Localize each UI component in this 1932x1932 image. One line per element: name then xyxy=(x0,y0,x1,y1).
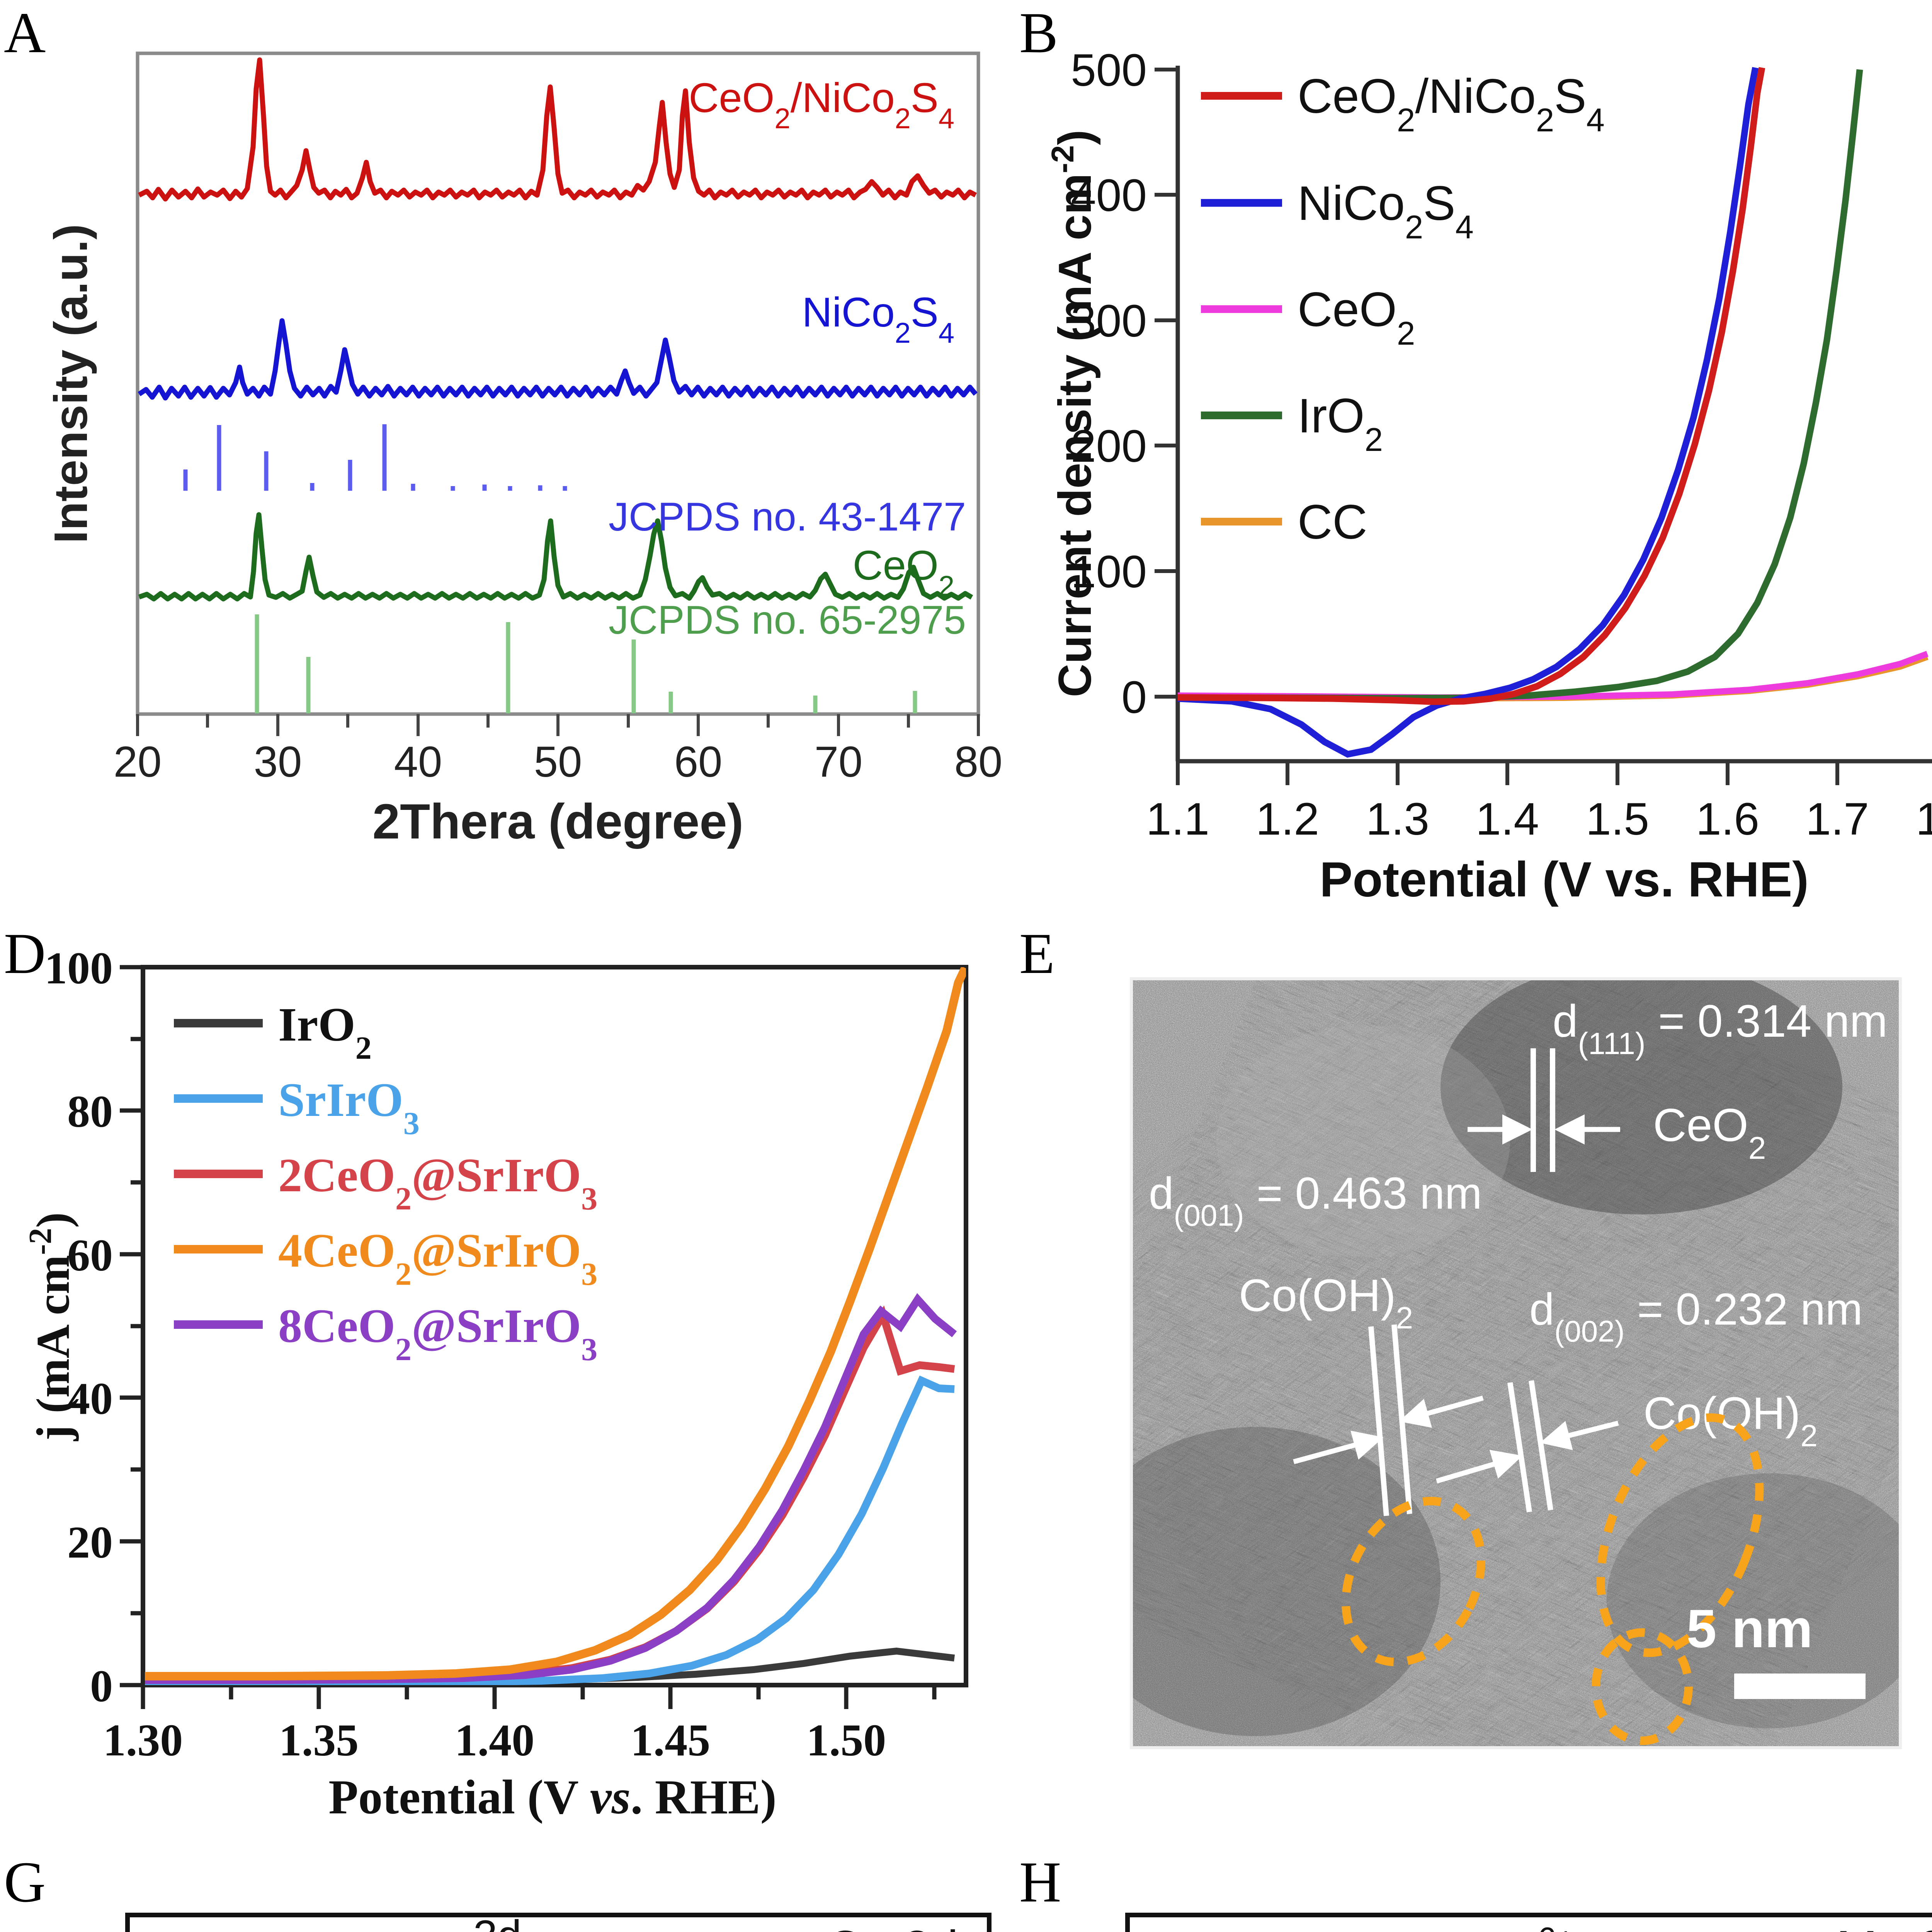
panel-b-xtick-0: 1.1 xyxy=(1146,794,1209,845)
panel-b-legend-label-2: CeO2 xyxy=(1298,283,1415,352)
jcpds-65-2975-ticks xyxy=(255,614,917,713)
panel-d-xlabel: Potential (V vs. RHE) xyxy=(328,1770,777,1824)
panel-b-xtick-6: 1.7 xyxy=(1806,794,1869,845)
panel-a: A xyxy=(0,0,1015,925)
panel-d-xtick-3: 1.45 xyxy=(631,1715,711,1765)
panel-a-xtick-0: 20 xyxy=(114,738,162,786)
panel-b-chart: 0 100 200 300 400 500 1.1 1.2 1.3 1.4 1.… xyxy=(1045,45,1932,907)
panel-b-xtick-2: 1.3 xyxy=(1366,794,1429,845)
panel-e: E xyxy=(1015,925,1932,1849)
panel-d-xtick-1: 1.35 xyxy=(279,1715,359,1765)
trace-b-ceo2-nico2s4 xyxy=(1178,67,1765,705)
trace-nico2s4 xyxy=(138,318,978,401)
panel-d-ytick-2: 40 xyxy=(67,1373,113,1424)
panel-g-letter: G xyxy=(4,1850,46,1914)
trace-b-iro2 xyxy=(1178,69,1863,702)
panel-a-jcpds-2: JCPDS no. 65-2975 xyxy=(609,598,966,643)
panel-h-chart: 240 236 232 228 224 Binding ennergy (eV)… xyxy=(1125,1913,1932,1932)
panel-e-scalebar-label: 5 nm xyxy=(1687,1598,1813,1659)
panel-d: D 0 20 40 60 80 100 xyxy=(0,925,1015,1849)
panel-a-letter: A xyxy=(4,1,46,65)
panel-b-ytick-1: 100 xyxy=(1071,546,1147,597)
panel-d-legend-label-2: 2CeO2@SrIrO3 xyxy=(278,1149,597,1217)
panel-a-xtick-2: 40 xyxy=(394,738,442,786)
panel-e-hrtem: d(111) = 0.314 nm CeO2 d(001) = 0.463 nm… xyxy=(1130,977,1902,1749)
panel-e-letter: E xyxy=(1019,922,1055,986)
panel-d-xtick-2: 1.40 xyxy=(455,1715,535,1765)
panel-d-ytick-3: 60 xyxy=(67,1230,113,1281)
panel-b-xtick-7: 1.8 xyxy=(1916,794,1932,845)
panel-d-legend: IrO2 SrIrO3 2CeO2@SrIrO3 4CeO2@SrIrO3 8C… xyxy=(174,998,597,1367)
trace-d-2ceo2 xyxy=(145,1305,955,1682)
trace-ceo2 xyxy=(138,512,973,602)
panel-a-xtick-4: 60 xyxy=(674,738,723,786)
panel-b-ytick-4: 400 xyxy=(1071,170,1147,221)
panel-a-chart: 20 30 40 50 60 70 80 2Thera (degree) Int… xyxy=(44,51,1003,849)
panel-b-xtick-5: 1.6 xyxy=(1696,794,1759,845)
panel-b-letter: B xyxy=(1019,1,1058,65)
panel-a-xtick-5: 70 xyxy=(815,738,863,786)
panel-e-scalebar xyxy=(1734,1673,1866,1699)
panel-b-legend-label-0: CeO2/NiCo2S4 xyxy=(1298,70,1605,139)
panel-h-peak-3d52: Mo6+ 3d5/2 xyxy=(1470,1921,1689,1932)
panel-a-xtick-6: 80 xyxy=(954,738,1003,786)
panel-d-legend-label-3: 4CeO2@SrIrO3 xyxy=(278,1224,597,1292)
panel-d-xtick-4: 1.50 xyxy=(806,1715,886,1765)
panel-d-legend-label-0: IrO2 xyxy=(278,998,372,1066)
panel-b-ylabel: Current density (mA cm-2) xyxy=(1045,130,1101,697)
trace-ceo2-nico2s4 xyxy=(138,57,977,202)
panel-h-letter: H xyxy=(1019,1850,1061,1914)
panel-b-xtick-4: 1.5 xyxy=(1586,794,1649,845)
panel-b-xtick-3: 1.4 xyxy=(1476,794,1539,845)
panel-g-title: Ce 3d xyxy=(826,1921,958,1932)
panel-d-ytick-1: 20 xyxy=(67,1517,113,1568)
trace-b-nico2s4 xyxy=(1178,67,1759,758)
trace-d-8ceo2 xyxy=(145,1293,957,1684)
panel-b-xtick-1: 1.2 xyxy=(1256,794,1319,845)
panel-b: B 0 100 200 300 400 500 xyxy=(1015,0,1932,925)
panel-d-legend-label-4: 8CeO2@SrIrO3 xyxy=(278,1299,597,1367)
panel-b-ytick-3: 300 xyxy=(1071,296,1147,347)
panel-b-legend-label-4: CC xyxy=(1298,495,1367,549)
panel-a-xlabel: 2Thera (degree) xyxy=(372,794,743,849)
panel-g-chart: 930 920 910 900 890 880 870 Binding ener… xyxy=(125,1912,992,1932)
panel-d-ytick-5: 100 xyxy=(44,943,113,993)
panel-a-jcpds-1: JCPDS no. 43-1477 xyxy=(609,495,966,539)
panel-d-chart: 0 20 40 60 80 100 1.30 1.35 1.40 1.45 1.… xyxy=(22,943,968,1824)
panel-h-title: Mo 3d xyxy=(1836,1921,1932,1932)
panel-a-xtick-1: 30 xyxy=(254,738,302,786)
panel-d-legend-label-1: SrIrO3 xyxy=(278,1073,420,1141)
panel-h: H 240 236 232 228 224 Binding ennergy (e… xyxy=(1015,1849,1932,1932)
panel-b-ytick-2: 200 xyxy=(1071,421,1147,472)
panel-d-ytick-4: 80 xyxy=(67,1086,113,1137)
trace-d-4ceo2 xyxy=(145,967,966,1680)
panel-d-ytick-0: 0 xyxy=(90,1661,113,1711)
panel-b-legend-label-3: IrO2 xyxy=(1298,389,1383,458)
panel-a-ylabel: Intensity (a.u.) xyxy=(44,224,97,544)
panel-b-ytick-0: 0 xyxy=(1121,672,1147,723)
panel-b-legend: CeO2/NiCo2S4 NiCo2S4 CeO2 IrO2 CC xyxy=(1201,70,1605,549)
panel-b-xlabel: Potential (V vs. RHE) xyxy=(1320,852,1809,907)
panel-b-legend-label-1: NiCo2S4 xyxy=(1298,177,1474,246)
panel-g: G 930 920 910 900 890 880 870 Binding en… xyxy=(0,1849,1015,1932)
panel-a-xtick-3: 50 xyxy=(534,738,582,786)
panel-b-ytick-5: 500 xyxy=(1071,45,1147,96)
jcpds-43-1477-ticks xyxy=(183,424,567,491)
panel-d-xtick-0: 1.30 xyxy=(103,1715,183,1765)
panel-d-letter: D xyxy=(4,922,46,986)
